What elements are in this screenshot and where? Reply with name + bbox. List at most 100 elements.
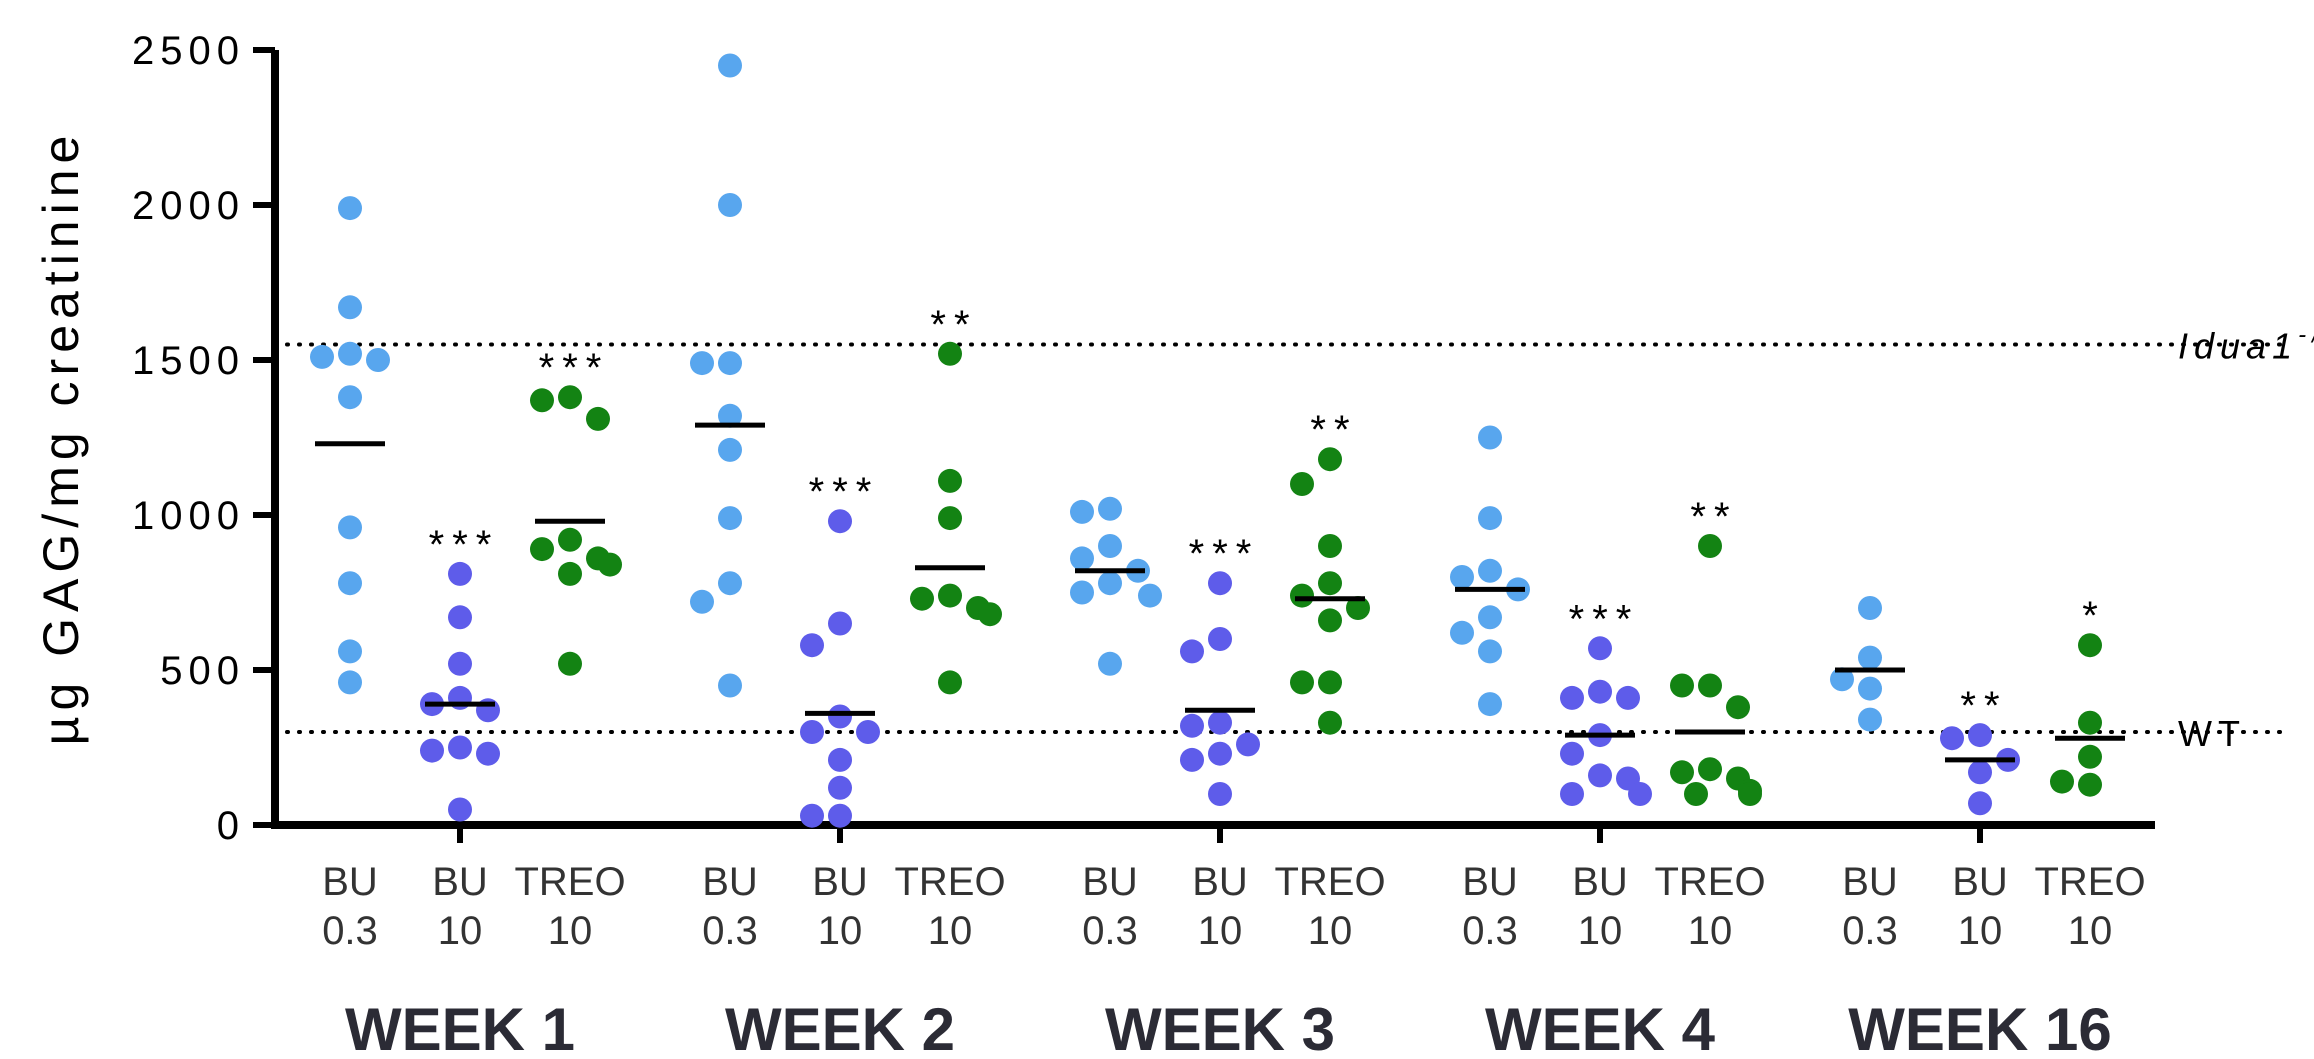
data-point [1318,608,1342,633]
condition-label-line2: 10 [2068,909,2113,953]
data-point [1588,679,1612,704]
condition-label-line1: TREO [2034,860,2145,904]
data-point [1684,782,1708,806]
data-point [1208,627,1232,651]
data-point [1208,741,1232,766]
data-point [1560,741,1584,766]
data-point [800,720,824,744]
data-point [1318,447,1342,472]
condition-group: ** TREO 10 [894,303,1005,953]
data-point [1098,651,1122,676]
condition-group: * TREO 10 [2034,594,2145,953]
condition-label-line2: 10 [1308,909,1353,953]
data-point [938,583,962,608]
y-tick-label: 1000 [132,494,245,538]
week-label: WEEK 2 [725,996,955,1059]
condition-label-line2: 10 [928,909,973,953]
significance-label: ** [1960,684,2007,728]
data-point [366,348,390,372]
week-group: WEEK 2 BU 0.3 *** BU 10 ** TREO 10 [690,53,1006,1059]
data-point [800,803,824,828]
data-point [938,506,962,531]
data-point [1670,760,1694,785]
condition-group: ** BU 10 [1940,684,2020,953]
data-point [338,515,362,540]
condition-label-line1: BU [1462,860,1518,904]
data-point [476,741,500,766]
data-point [828,611,852,636]
data-point [1858,707,1882,732]
data-point [1478,558,1502,583]
data-point [1738,782,1762,806]
data-point [1968,723,1992,748]
data-point [1290,583,1314,608]
week-group: WEEK 3 BU 0.3 *** BU 10 ** TREO 10 [1070,408,1386,1059]
y-tick-label: 0 [217,804,245,848]
data-point [558,527,582,552]
data-point [1318,571,1342,596]
condition-label-line2: 10 [438,909,483,953]
condition-group: BU 0.3 [1070,496,1162,953]
condition-label-line1: BU [1082,860,1138,904]
data-point [1346,596,1370,620]
data-point [1858,645,1882,670]
data-point [718,53,742,78]
condition-group: BU 0.3 [310,196,390,953]
condition-group: *** BU 10 [1560,597,1652,953]
condition-label-line2: 10 [1198,909,1243,953]
y-axis: 0 500 1000 1500 2000 2500 [132,29,279,848]
data-point [690,351,714,376]
data-point [448,797,472,822]
data-point [1180,713,1204,738]
condition-label-line2: 0.3 [1462,909,1518,953]
condition-group: BU 0.3 [690,53,765,953]
data-point [1098,534,1122,558]
week-label: WEEK 1 [345,996,575,1059]
data-point [598,552,622,577]
data-point [1478,425,1502,450]
data-point [1070,580,1094,605]
data-point [1560,782,1584,806]
condition-label-line1: BU [432,860,488,904]
data-point [1698,757,1722,782]
condition-group: ** TREO 10 [1274,408,1385,953]
data-point [2078,772,2102,797]
condition-label-line2: 10 [1578,909,1623,953]
condition-group: ** TREO 10 [1654,495,1765,953]
data-point [1318,534,1342,558]
data-point [338,295,362,320]
data-point [910,586,934,611]
condition-label-line2: 10 [1688,909,1733,953]
data-point [1726,695,1750,720]
data-point [1450,565,1474,589]
data-point [1478,605,1502,630]
data-point [690,589,714,614]
data-point [1616,685,1640,710]
condition-group: BU 0.3 [1450,425,1530,953]
week-label: WEEK 3 [1105,996,1335,1059]
significance-label: *** [809,470,880,514]
y-tick-label: 2000 [132,184,245,228]
data-point [828,704,852,729]
data-point [1858,596,1882,620]
data-point [1830,667,1854,692]
condition-label-line1: TREO [894,860,1005,904]
week-label: WEEK 4 [1485,996,1716,1059]
data-point [1968,760,1992,785]
condition-label-line2: 0.3 [1842,909,1898,953]
data-point [1208,710,1232,735]
condition-label-line1: TREO [1654,860,1765,904]
data-point [1070,546,1094,571]
condition-label-line2: 0.3 [322,909,378,953]
significance-label: *** [1189,532,1260,576]
data-point [1698,534,1722,558]
condition-label-line1: BU [1952,860,2008,904]
data-point [1670,673,1694,698]
data-point [1318,670,1342,695]
significance-label: * [2082,594,2106,638]
data-point [338,341,362,366]
data-point [718,437,742,462]
data-point [558,651,582,676]
y-tick-label: 1500 [132,339,245,383]
condition-label-line2: 0.3 [702,909,758,953]
